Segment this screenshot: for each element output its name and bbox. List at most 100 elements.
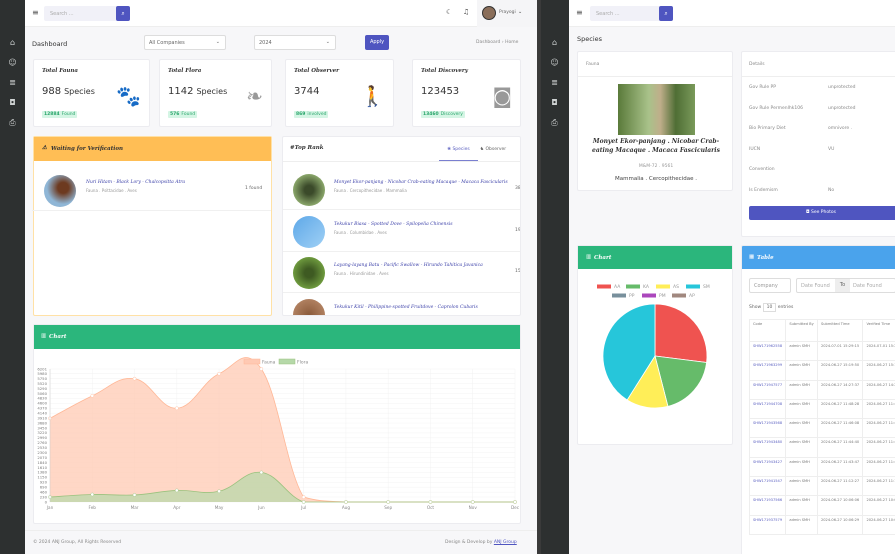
- code-link[interactable]: SHW171937579: [748, 514, 787, 535]
- data-point[interactable]: [90, 492, 95, 497]
- search-button[interactable]: ⌕: [659, 6, 673, 21]
- data-point[interactable]: [428, 500, 433, 504]
- species-name[interactable]: Nuri Hitam - Black Lory - Chalcopsitta A…: [86, 180, 186, 185]
- sidebar: ⌂ ☺ ≣ ◘ ⎙: [541, 0, 569, 554]
- credit-link[interactable]: ANJ Group: [493, 540, 517, 545]
- column-header[interactable]: Submitted Time: [816, 319, 864, 342]
- data-point[interactable]: [259, 367, 264, 371]
- data-point[interactable]: [217, 371, 221, 376]
- breadcrumb-item[interactable]: Home: [505, 40, 519, 45]
- column-header[interactable]: Submitted By: [785, 319, 818, 342]
- pie-slice[interactable]: [602, 303, 656, 401]
- entries-select[interactable]: 10: [762, 303, 777, 312]
- column-header[interactable]: Verified Time: [862, 319, 895, 342]
- code-link[interactable]: SHW171943427: [748, 456, 787, 478]
- stat-badge: 576 Found: [168, 111, 198, 118]
- data-point[interactable]: [301, 495, 306, 499]
- table-row[interactable]: SHW171941547 admin SMH 2024-06-27 11:12:27…: [748, 476, 895, 497]
- chart-icon: ▥: [41, 333, 47, 339]
- species-name[interactable]: Monyet Ekor-panjang - Nicobar Crab-eatin…: [334, 180, 508, 185]
- table-row[interactable]: SHW171947577 admin SMH 2024-06-27 14:27:37…: [748, 379, 895, 400]
- table-row[interactable]: SHW171963299 admin SMH 2024-06-27 15:19:50…: [748, 360, 895, 381]
- database-icon[interactable]: ≣: [551, 78, 558, 87]
- search-input[interactable]: Search ... ⌕: [44, 6, 130, 21]
- x-tick-label: Aug: [342, 505, 351, 510]
- data-point[interactable]: [259, 470, 264, 475]
- year-select[interactable]: 2024 ⌄: [254, 35, 336, 50]
- company-filter[interactable]: Company: [749, 278, 791, 293]
- bell-icon[interactable]: ♫: [463, 8, 470, 16]
- code-link[interactable]: SHW171944708: [748, 398, 787, 420]
- species-name[interactable]: Tekukur Biasa - Spotted Dove - Spilopeli…: [334, 221, 453, 227]
- species-name[interactable]: Tekukur Kitil - Philippine-spotted Fruit…: [334, 304, 478, 310]
- code-link[interactable]: SHW171963299: [748, 360, 787, 381]
- list-item[interactable]: Tekukur Biasa - Spotted Dove - Spilopeli…: [283, 211, 520, 252]
- credit-text: Design & Develop by: [445, 540, 493, 545]
- column-header[interactable]: Code: [748, 319, 787, 342]
- table-row[interactable]: SHW171943480 admin SMH 2024-06-27 11:44:40…: [748, 437, 895, 458]
- species-photo[interactable]: [618, 84, 695, 135]
- database-icon[interactable]: ≣: [9, 78, 16, 87]
- moon-icon[interactable]: ☾: [446, 8, 453, 16]
- table-row[interactable]: SHW171937579 admin SMH 2024-06-27 10:06:29…: [748, 514, 895, 535]
- see-photos-button[interactable]: ◘ See Photos: [749, 206, 895, 220]
- code-link[interactable]: SHW171962558: [748, 340, 787, 362]
- print-icon[interactable]: ⎙: [9, 118, 16, 127]
- code-link[interactable]: SHW171943568: [748, 418, 787, 439]
- table-row[interactable]: SHW171962558 admin SMH 2024-07-01 15:29:15…: [748, 340, 895, 362]
- data-point[interactable]: [132, 376, 137, 381]
- table-row[interactable]: SHW171937566 admin SMH 2024-06-27 10:06:06…: [748, 495, 895, 516]
- code-link[interactable]: SHW171947577: [748, 379, 787, 400]
- search-button[interactable]: ⌕: [116, 6, 130, 21]
- table-row[interactable]: SHW171943568 admin SMH 2024-06-27 11:46:08…: [748, 418, 895, 439]
- data-point[interactable]: [175, 488, 179, 493]
- x-tick-label: Jul: [300, 505, 306, 510]
- list-item[interactable]: Monyet Ekor-panjang - Nicobar Crab-eatin…: [283, 169, 520, 210]
- species-name: Monyet Ekor-panjang . Nicobar Crab-eatin…: [592, 138, 720, 154]
- users-icon[interactable]: ☺: [550, 58, 559, 67]
- table-row[interactable]: SHW171943427 admin SMH 2024-06-27 11:43:47…: [748, 456, 895, 478]
- company-select[interactable]: All Companies ⌄: [144, 35, 226, 50]
- y-tick-label: 2070: [37, 455, 47, 460]
- pie-slice[interactable]: [654, 303, 708, 363]
- data-point[interactable]: [513, 500, 517, 504]
- camera-icon[interactable]: ◘: [551, 98, 558, 107]
- data-point[interactable]: [217, 489, 221, 494]
- print-icon[interactable]: ⎙: [551, 118, 558, 127]
- tab-species[interactable]: ❀ Species: [439, 143, 478, 161]
- user-menu[interactable]: Prayogi ⌄: [477, 0, 537, 27]
- pie-slice[interactable]: [654, 355, 708, 407]
- search-input[interactable]: Search ... ⌕: [590, 6, 673, 21]
- data-point[interactable]: [470, 500, 475, 504]
- list-item[interactable]: Nuri Hitam - Black Lory - Chalcopsitta A…: [32, 171, 271, 211]
- date-from-input[interactable]: Date Found To Date Found: [796, 278, 895, 293]
- code-link[interactable]: SHW171941547: [748, 476, 787, 497]
- breadcrumb-item[interactable]: Dashboard: [476, 40, 501, 45]
- data-point[interactable]: [90, 394, 95, 398]
- data-point[interactable]: [132, 493, 137, 497]
- data-point[interactable]: [301, 500, 306, 504]
- code-link[interactable]: SHW171943480: [748, 437, 787, 458]
- camera-icon[interactable]: ◘: [9, 98, 16, 107]
- tab-observer[interactable]: ♞ Observer: [480, 147, 506, 152]
- data-point[interactable]: [344, 500, 348, 504]
- list-item[interactable]: Tekukur Kitil - Philippine-spotted Fruit…: [283, 294, 520, 315]
- stat-title: Total Observer: [294, 68, 339, 74]
- species-name[interactable]: Layang-layang Batu - Pacific Swallow - H…: [334, 263, 483, 268]
- users-icon[interactable]: ☺: [8, 58, 17, 67]
- data-point[interactable]: [386, 500, 390, 504]
- apply-button[interactable]: Apply: [365, 35, 389, 50]
- chevron-down-icon: ⌄: [518, 9, 523, 15]
- details-header: Details: [749, 62, 765, 67]
- table-row[interactable]: SHW171944708 admin SMH 2024-06-27 11:48:28…: [748, 398, 895, 420]
- y-tick-label: 3450: [37, 425, 47, 430]
- data-point[interactable]: [175, 406, 179, 411]
- code-link[interactable]: SHW171937566: [748, 495, 787, 516]
- menu-icon[interactable]: ≡: [32, 8, 39, 17]
- home-icon[interactable]: ⌂: [9, 38, 16, 47]
- menu-icon[interactable]: ≡: [576, 8, 583, 17]
- home-icon[interactable]: ⌂: [551, 38, 558, 47]
- list-item[interactable]: Layang-layang Batu - Pacific Swallow - H…: [283, 252, 520, 293]
- date-to-placeholder[interactable]: Date Found: [853, 283, 882, 289]
- stat-title: Total Fauna: [42, 68, 78, 74]
